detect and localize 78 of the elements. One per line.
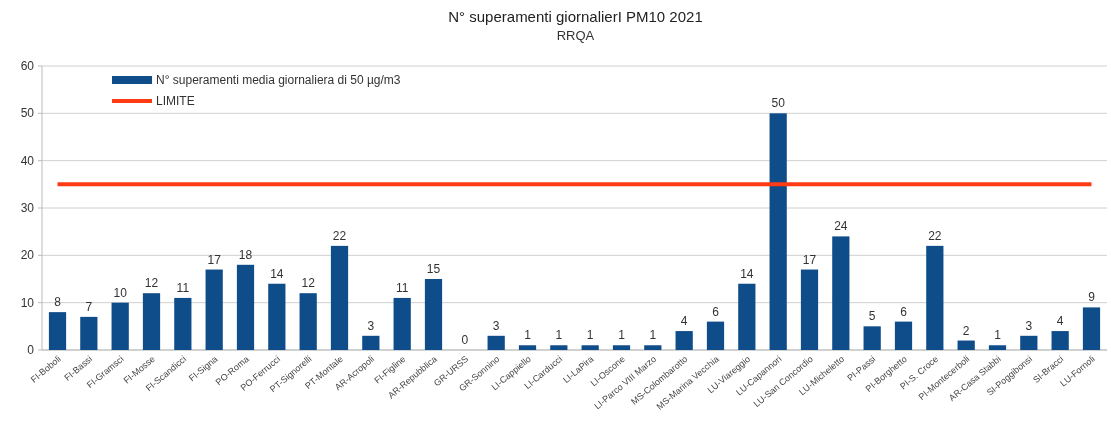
data-label: 14 xyxy=(740,266,754,281)
bar xyxy=(111,302,129,350)
data-label: 10 xyxy=(113,285,128,300)
data-label: 24 xyxy=(834,219,848,234)
bar xyxy=(957,340,975,350)
bar xyxy=(362,335,380,350)
data-label: 17 xyxy=(802,252,817,267)
data-label: 3 xyxy=(367,318,375,333)
data-label: 4 xyxy=(1056,314,1064,329)
y-tick-label: 60 xyxy=(20,59,35,73)
chart-subtitle: RRQA xyxy=(556,28,595,43)
data-label: 22 xyxy=(928,228,942,243)
bar xyxy=(800,269,819,350)
bar xyxy=(393,297,411,350)
data-label: 1 xyxy=(649,328,657,343)
y-tick-label: 10 xyxy=(20,295,35,310)
data-label: 12 xyxy=(144,276,159,291)
data-label: 1 xyxy=(524,328,532,343)
y-tick-label: 0 xyxy=(27,343,35,357)
data-label: 11 xyxy=(395,280,409,295)
data-label: 17 xyxy=(207,252,222,267)
data-label: 15 xyxy=(426,262,441,276)
bar xyxy=(612,345,631,350)
data-label: 6 xyxy=(900,304,908,319)
bar xyxy=(174,297,192,350)
y-tick-label: 40 xyxy=(20,153,35,168)
bar xyxy=(863,326,881,350)
data-label: 8 xyxy=(54,295,62,310)
data-label: 14 xyxy=(270,266,284,281)
data-label: 7 xyxy=(85,299,93,314)
bar xyxy=(236,264,255,350)
data-label: 22 xyxy=(332,228,347,243)
bar xyxy=(581,345,599,350)
bar xyxy=(832,236,850,350)
data-label: 1 xyxy=(618,328,626,343)
data-label: 18 xyxy=(238,247,253,262)
legend-label: N° superamenti media giornaliera di 50 µg/m3 xyxy=(156,73,401,87)
y-tick-label: 30 xyxy=(20,201,35,215)
bar xyxy=(205,269,223,350)
bar xyxy=(1051,331,1069,350)
data-label: 50 xyxy=(771,96,786,111)
bar xyxy=(518,345,537,350)
bar xyxy=(48,312,67,350)
data-label: 5 xyxy=(868,309,876,324)
bar xyxy=(1020,335,1038,350)
data-label: 1 xyxy=(555,328,563,343)
data-label: 1 xyxy=(994,328,1002,343)
bar xyxy=(769,113,787,350)
legend-label: LIMITE xyxy=(156,94,195,108)
bar xyxy=(738,283,756,350)
data-label: 0 xyxy=(461,333,469,347)
bar xyxy=(894,321,913,350)
data-label: 3 xyxy=(492,318,500,333)
data-label: 9 xyxy=(1088,290,1096,305)
data-label: 4 xyxy=(680,314,688,329)
bar xyxy=(988,345,1007,350)
y-tick-label: 20 xyxy=(20,248,35,263)
data-label: 2 xyxy=(962,323,970,338)
bar xyxy=(424,279,443,350)
bar xyxy=(926,245,944,350)
bar xyxy=(675,331,693,350)
bar xyxy=(1082,307,1101,350)
bar xyxy=(268,283,286,350)
data-label: 6 xyxy=(712,304,720,319)
chart-title: N° superamenti giornalierI PM10 2021 xyxy=(448,8,703,25)
data-label: 11 xyxy=(176,280,190,295)
bar xyxy=(80,316,98,350)
data-label: 12 xyxy=(301,276,316,291)
bar xyxy=(487,335,505,350)
y-tick-label: 50 xyxy=(20,106,35,121)
data-label: 1 xyxy=(586,328,594,343)
bar xyxy=(706,321,725,350)
bar xyxy=(330,245,349,350)
bar xyxy=(142,293,161,350)
bar xyxy=(644,345,662,350)
data-label: 3 xyxy=(1025,318,1033,333)
bar xyxy=(550,345,568,350)
bar xyxy=(299,293,317,350)
